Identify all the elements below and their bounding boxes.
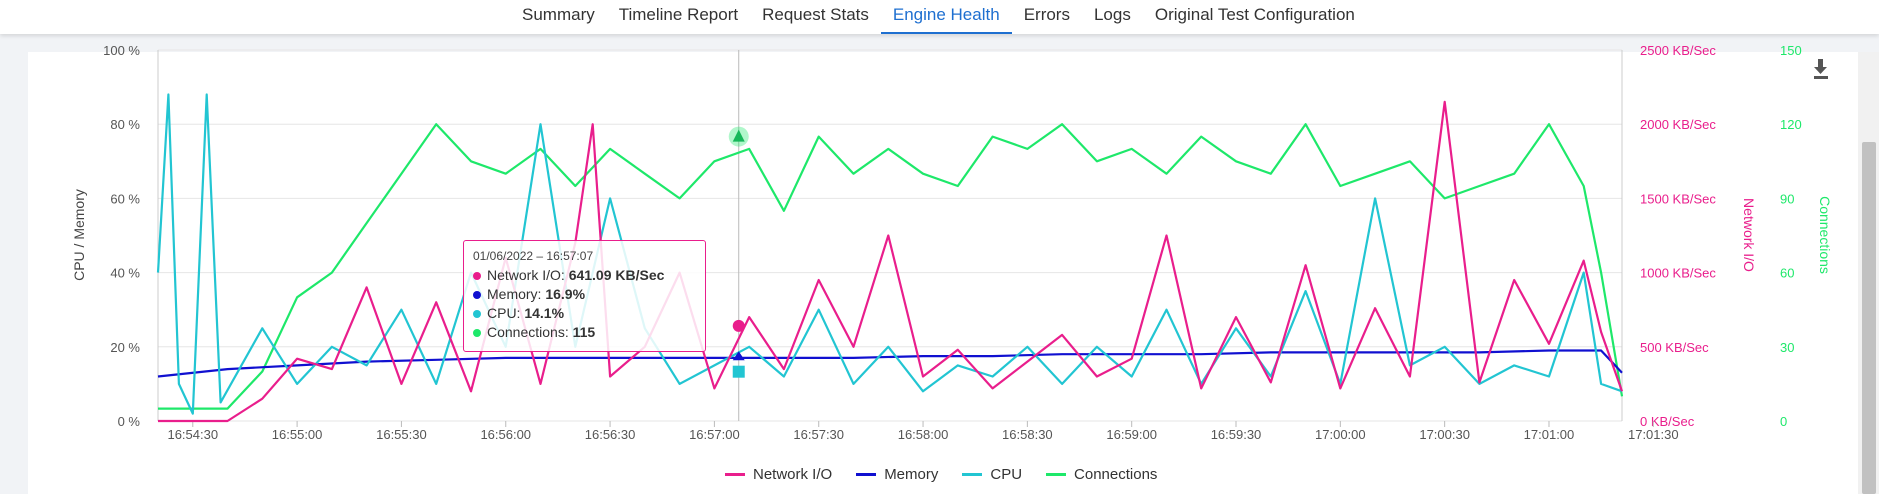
tooltip-dot-memory (473, 291, 481, 299)
page-scrollbar[interactable] (1858, 52, 1879, 494)
legend-memory[interactable]: Memory (856, 466, 938, 483)
download-button[interactable] (1812, 55, 1838, 81)
legend-swatch-connections (1046, 473, 1067, 476)
legend-swatch-cpu (962, 473, 983, 476)
legend-network[interactable]: Network I/O (725, 466, 832, 483)
tab-logs[interactable]: Logs (1093, 5, 1131, 24)
x-tick-label: 16:56:30 (585, 427, 636, 442)
y-connections-tick: 60 (1780, 266, 1794, 281)
tab-summary[interactable]: Summary (522, 5, 595, 24)
x-tick-label: 16:55:30 (376, 427, 427, 442)
y-left-tick: 40 % (110, 266, 140, 281)
legend-swatch-network (725, 473, 745, 476)
y-network-tick: 2500 KB/Sec (1640, 43, 1716, 58)
tooltip-time: 01/06/2022 – 16:57:07 (473, 249, 594, 263)
scrollbar-thumb[interactable] (1862, 142, 1876, 494)
series-line-connections (158, 123, 1624, 410)
y-connections-tick: 120 (1780, 117, 1802, 132)
x-tick-label: 16:56:00 (480, 427, 531, 442)
y-network-tick: 1000 KB/Sec (1640, 266, 1716, 281)
x-tick-label: 16:55:00 (272, 427, 323, 442)
x-tick-label: 17:01:00 (1524, 427, 1575, 442)
y-connections-tick: 0 (1780, 414, 1787, 429)
tab-engine-health[interactable]: Engine Health (880, 0, 1012, 34)
y-left-tick: 20 % (110, 340, 140, 355)
x-tick-label: 16:59:00 (1106, 427, 1157, 442)
tab-request-stats[interactable]: Request Stats (762, 5, 869, 24)
legend-cpu[interactable]: CPU (962, 466, 1022, 483)
y-left-tick: 80 % (110, 117, 140, 132)
y-network-tick: 2000 KB/Sec (1640, 117, 1716, 132)
tab-bar: Summary Timeline Report Request Stats En… (510, 0, 1367, 34)
y-connections-title: Connections (1817, 196, 1833, 274)
hover-marker-memory (732, 351, 745, 361)
download-icon (1814, 59, 1828, 79)
y-network-tick: 500 KB/Sec (1640, 340, 1709, 355)
legend-connections[interactable]: Connections (1046, 466, 1157, 483)
tooltip-dot-network (473, 272, 481, 280)
tooltip-row-cpu: CPU: 14.1% (473, 304, 696, 323)
chart-legend: Network I/O Memory CPU Connections (725, 466, 1157, 483)
x-tick-label: 16:58:00 (898, 427, 949, 442)
legend-swatch-memory (856, 473, 877, 476)
hover-marker-connections (732, 129, 745, 142)
y-network-title: Network I/O (1741, 198, 1757, 272)
tab-errors[interactable]: Errors (1023, 5, 1070, 24)
y-connections-tick: 150 (1780, 43, 1802, 58)
y-connections-tick: 90 (1780, 191, 1794, 206)
x-tick-label: 16:58:30 (1002, 427, 1053, 442)
tooltip-dot-connections (473, 329, 481, 337)
series-line-network-i-o (158, 100, 1624, 423)
x-tick-label: 16:57:30 (793, 427, 844, 442)
tooltip-row-memory: Memory: 16.9% (473, 285, 696, 304)
x-tick-label: 17:01:30 (1628, 427, 1679, 442)
top-nav: Summary Timeline Report Request Stats En… (0, 0, 1879, 34)
hover-marker-cpu (732, 365, 745, 378)
x-tick-label: 16:57:00 (689, 427, 740, 442)
y-connections-tick: 30 (1780, 340, 1794, 355)
x-tick-label: 16:59:30 (1211, 427, 1262, 442)
x-tick-label: 17:00:00 (1315, 427, 1366, 442)
y-left-tick: 100 % (103, 43, 140, 58)
x-tick-label: 16:54:30 (167, 427, 218, 442)
tab-timeline-report[interactable]: Timeline Report (618, 5, 739, 24)
tab-original-test-configuration[interactable]: Original Test Configuration (1154, 5, 1355, 24)
x-tick-label: 17:00:30 (1419, 427, 1470, 442)
y-left-title: CPU / Memory (71, 189, 87, 281)
hover-marker-network (732, 319, 745, 332)
chart-tooltip: 01/06/2022 – 16:57:07 Network I/O: 641.0… (463, 240, 706, 352)
tooltip-row-network: Network I/O: 641.09 KB/Sec (473, 266, 696, 285)
series-line-cpu (156, 93, 1623, 415)
y-network-tick: 1500 KB/Sec (1640, 191, 1716, 206)
y-left-tick: 0 % (118, 414, 141, 429)
tooltip-dot-cpu (473, 310, 481, 318)
tooltip-row-connections: Connections: 115 (473, 323, 696, 342)
y-left-tick: 60 % (110, 191, 140, 206)
